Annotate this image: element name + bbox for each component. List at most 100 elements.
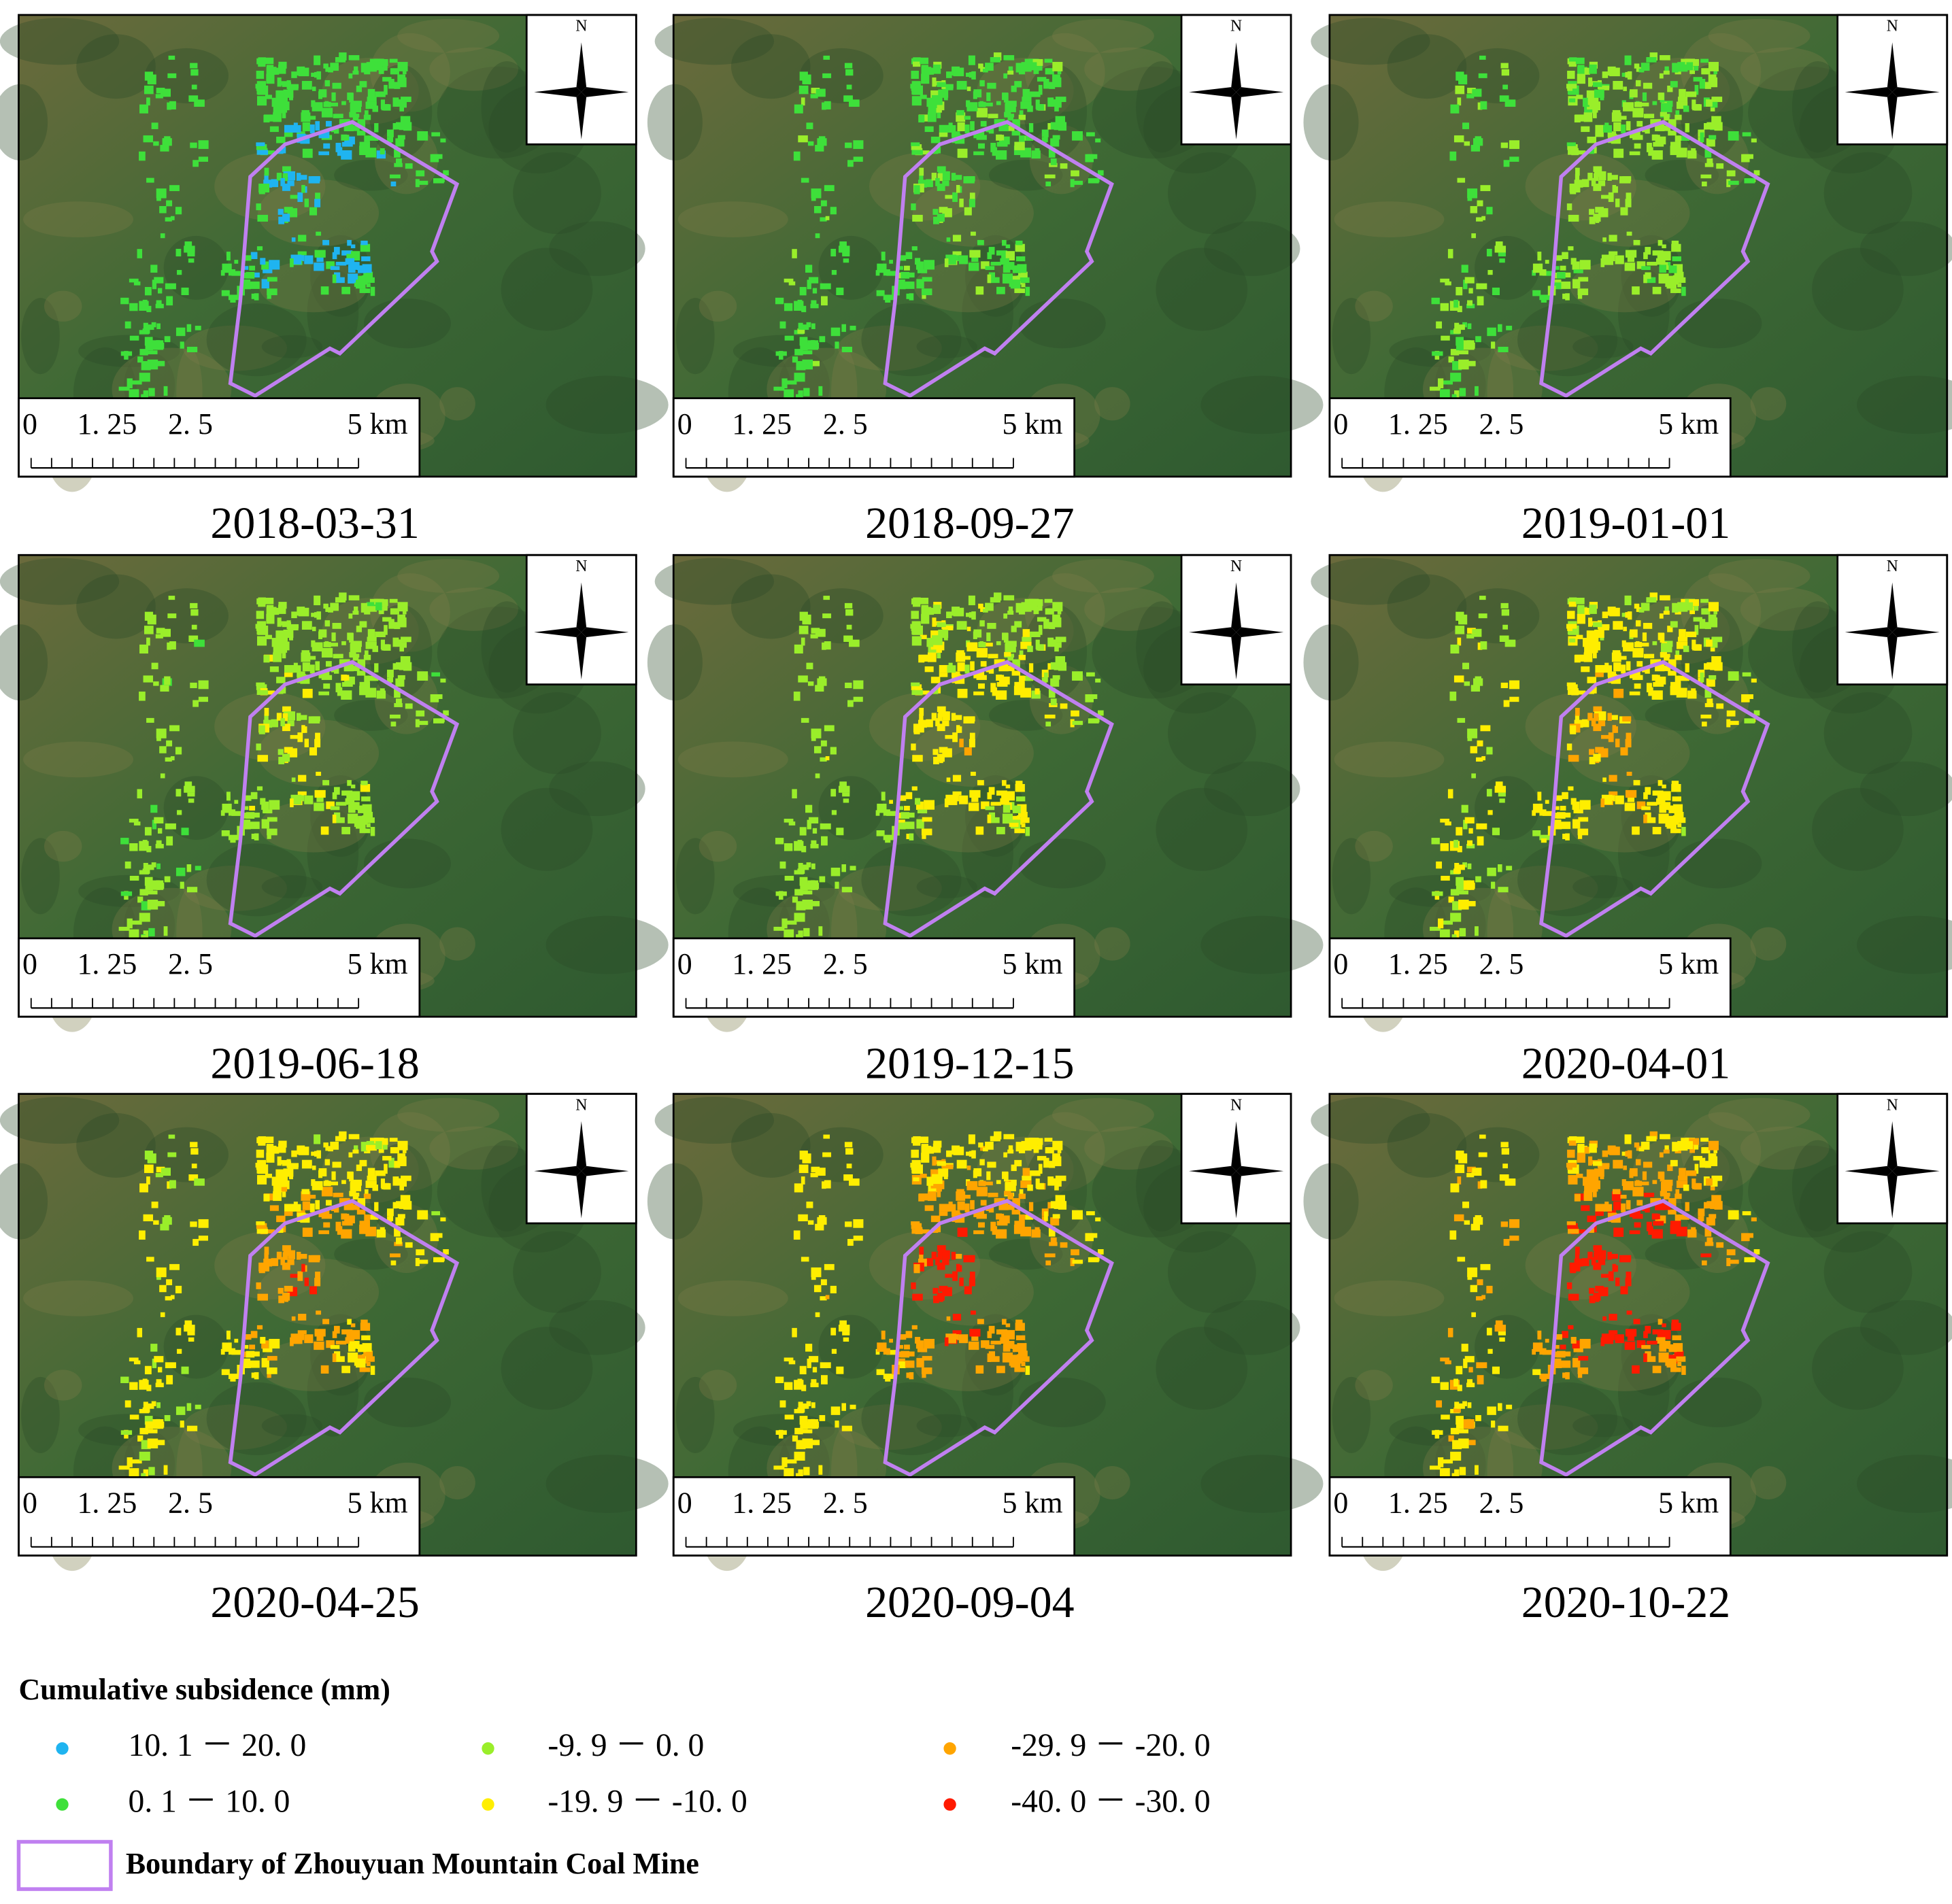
- deformation-point: [835, 1421, 839, 1428]
- terrain: [1084, 1126, 1173, 1170]
- deformation-point: [1660, 1204, 1671, 1210]
- deformation-point: [927, 112, 937, 122]
- deformation-point: [898, 1358, 905, 1363]
- deformation-point: [287, 180, 295, 186]
- deformation-point: [1742, 672, 1751, 677]
- deformation-point: [1049, 639, 1057, 647]
- deformation-point: [1022, 1175, 1032, 1181]
- north-arrow: [576, 92, 587, 139]
- deformation-point: [249, 1344, 256, 1350]
- deformation-point: [403, 122, 412, 131]
- deformation-point: [1620, 656, 1627, 660]
- deformation-point: [1566, 203, 1572, 211]
- deformation-point: [913, 185, 920, 194]
- deformation-point: [1577, 288, 1589, 296]
- deformation-point: [169, 185, 180, 192]
- deformation-point: [1015, 243, 1025, 252]
- scale-label: 5 km: [1002, 407, 1062, 441]
- scale-label: 5 km: [348, 407, 408, 441]
- deformation-point: [885, 838, 891, 843]
- deformation-point: [823, 55, 830, 60]
- deformation-point: [1627, 1332, 1635, 1341]
- deformation-point: [167, 642, 171, 650]
- deformation-point: [1565, 293, 1570, 301]
- deformation-point: [309, 124, 315, 134]
- deformation-point: [820, 1279, 827, 1286]
- deformation-point: [321, 1187, 333, 1197]
- deformation-point: [775, 1430, 787, 1435]
- deformation-point: [137, 896, 144, 903]
- deformation-point: [913, 57, 921, 62]
- deformation-point: [1657, 1319, 1663, 1325]
- deformation-point: [824, 641, 831, 650]
- deformation-point: [1581, 67, 1590, 75]
- deformation-point: [1475, 136, 1481, 145]
- deformation-point: [802, 1153, 811, 1163]
- deformation-point: [849, 639, 860, 647]
- deformation-point: [1051, 663, 1057, 670]
- deformation-point: [1002, 813, 1013, 824]
- terrain: [363, 299, 451, 349]
- deformation-point: [377, 58, 388, 66]
- deformation-point: [936, 1187, 942, 1192]
- deformation-point: [1044, 58, 1053, 63]
- deformation-point: [301, 109, 309, 116]
- deformation-point: [1591, 718, 1596, 727]
- deformation-point: [175, 327, 186, 337]
- deformation-point: [394, 82, 401, 89]
- deformation-point: [990, 277, 1000, 284]
- deformation-point: [1458, 74, 1468, 85]
- deformation-point: [169, 725, 180, 732]
- deformation-point: [1667, 85, 1673, 92]
- deformation-point: [1028, 123, 1034, 133]
- terrain: [1645, 700, 1719, 731]
- deformation-point: [164, 1415, 171, 1421]
- deformation-point: [1022, 1168, 1030, 1176]
- deformation-point: [311, 176, 320, 182]
- legend-label: 0. 1 － 10. 0: [129, 1784, 290, 1820]
- mine-boundary: [1539, 120, 1770, 398]
- deformation-point: [1704, 1161, 1711, 1168]
- deformation-point: [363, 1350, 373, 1357]
- deformation-point: [1675, 1214, 1681, 1221]
- deformation-point: [966, 1255, 975, 1261]
- deformation-point: [320, 826, 329, 835]
- deformation-point: [326, 801, 335, 809]
- deformation-point: [389, 672, 394, 683]
- deformation-point: [1741, 1233, 1750, 1242]
- terrain: [1675, 838, 1762, 889]
- deformation-point: [921, 1367, 932, 1374]
- deformation-point: [1577, 1372, 1583, 1378]
- deformation-point: [1570, 725, 1577, 734]
- deformation-point: [269, 800, 280, 810]
- deformation-point: [1677, 97, 1688, 102]
- deformation-point: [1574, 1193, 1581, 1202]
- deformation-point: [1020, 66, 1032, 72]
- deformation-point: [331, 92, 336, 101]
- deformation-point: [973, 1210, 985, 1217]
- deformation-point: [250, 282, 260, 289]
- deformation-point: [222, 1342, 232, 1352]
- deformation-point: [335, 683, 341, 693]
- deformation-point: [1674, 1350, 1684, 1357]
- terrain: [545, 1455, 669, 1513]
- deformation-point: [996, 1365, 1005, 1374]
- deformation-point: [918, 114, 925, 123]
- deformation-point: [145, 1421, 153, 1429]
- deformation-point: [1043, 132, 1048, 143]
- terrain: [21, 1376, 60, 1453]
- deformation-point: [911, 1229, 923, 1234]
- deformation-point: [1044, 598, 1053, 603]
- deformation-point: [282, 1161, 292, 1166]
- deformation-point: [198, 696, 209, 702]
- deformation-point: [1674, 811, 1684, 818]
- deformation-point: [1602, 1316, 1606, 1321]
- deformation-point: [798, 1164, 809, 1174]
- terrain: [1740, 47, 1830, 91]
- deformation-point: [320, 1365, 329, 1374]
- deformation-point: [1636, 620, 1641, 627]
- deformation-point: [298, 607, 309, 617]
- deformation-point: [904, 1344, 910, 1350]
- deformation-point: [356, 85, 363, 92]
- deformation-point: [382, 617, 392, 622]
